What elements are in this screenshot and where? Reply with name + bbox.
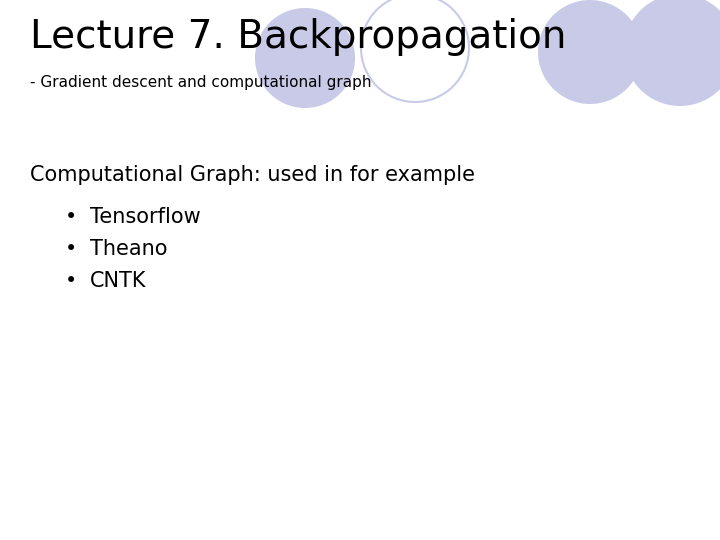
- Ellipse shape: [255, 8, 355, 108]
- Text: CNTK: CNTK: [90, 271, 146, 291]
- Ellipse shape: [624, 0, 720, 106]
- Ellipse shape: [538, 0, 642, 104]
- Text: •: •: [65, 271, 77, 291]
- Text: - Gradient descent and computational graph: - Gradient descent and computational gra…: [30, 75, 372, 90]
- Text: Computational Graph: used in for example: Computational Graph: used in for example: [30, 165, 475, 185]
- Text: Lecture 7. Backpropagation: Lecture 7. Backpropagation: [30, 18, 567, 56]
- Text: •: •: [65, 207, 77, 227]
- Text: Tensorflow: Tensorflow: [90, 207, 201, 227]
- Text: Theano: Theano: [90, 239, 168, 259]
- Text: •: •: [65, 239, 77, 259]
